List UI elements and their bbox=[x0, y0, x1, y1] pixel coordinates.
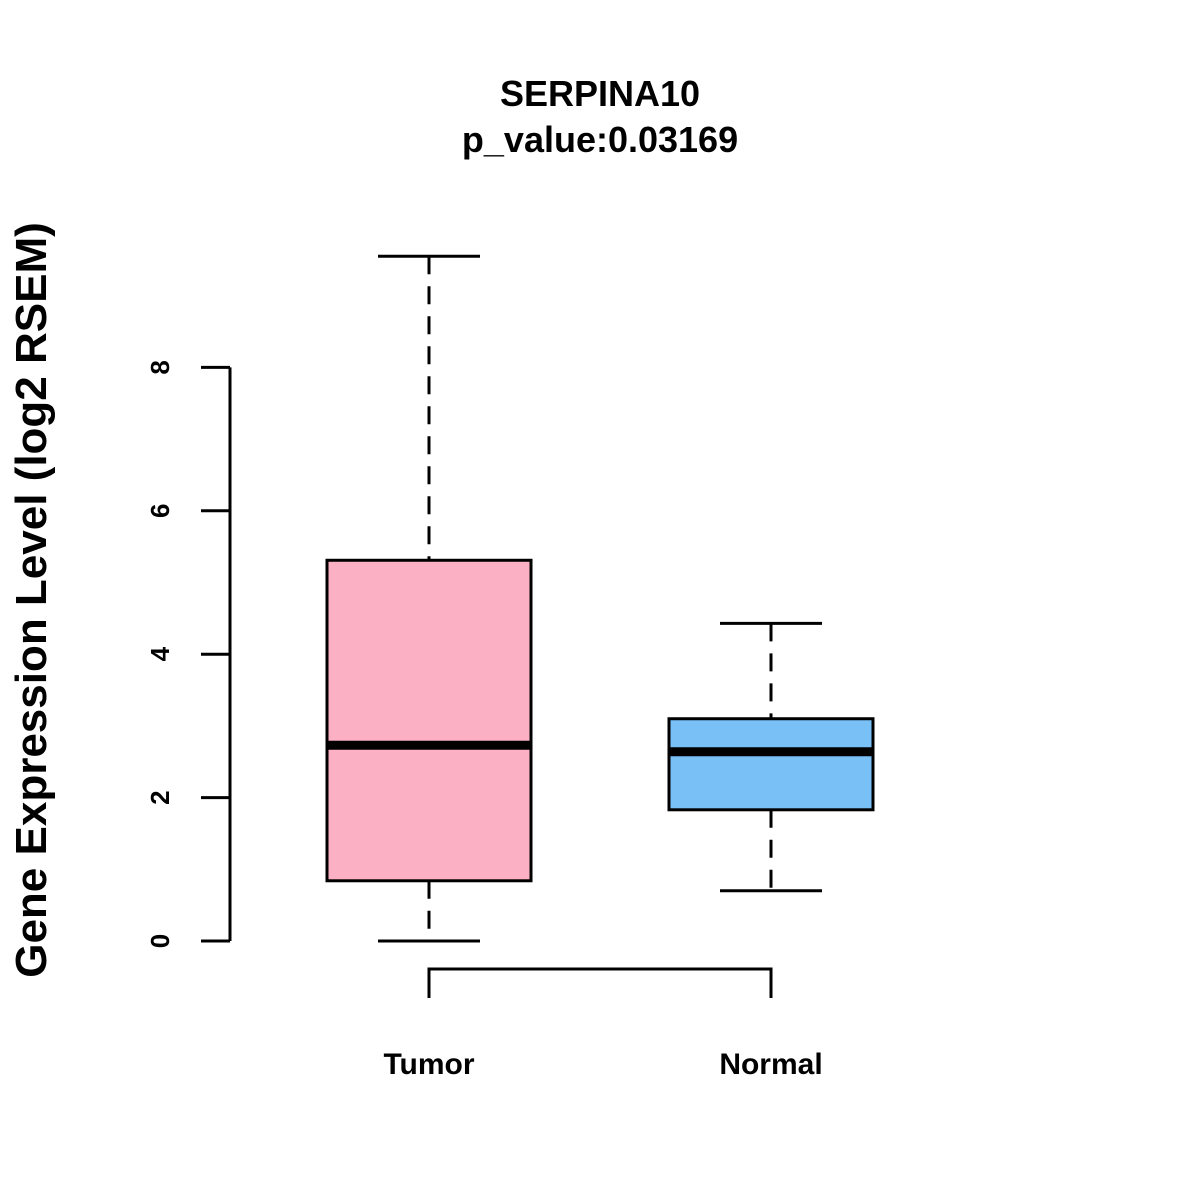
box-normal bbox=[667, 621, 875, 893]
category-label-normal: Normal bbox=[719, 1048, 822, 1081]
y-tick-label: 6 bbox=[145, 504, 175, 518]
iqr-box bbox=[325, 558, 533, 883]
boxes-layer bbox=[325, 254, 875, 943]
y-tick-label: 0 bbox=[145, 934, 175, 948]
box-tumor bbox=[325, 254, 533, 943]
bracket-line bbox=[427, 967, 773, 998]
chart-title: SERPINA10 bbox=[500, 73, 700, 114]
iqr-box bbox=[667, 717, 875, 812]
y-tick-label: 2 bbox=[145, 790, 175, 804]
y-axis: 0 2 4 6 8 bbox=[145, 360, 232, 948]
comparison-bracket bbox=[427, 967, 773, 998]
y-axis-label: Gene Expression Level (log2 RSEM) bbox=[7, 222, 56, 978]
chart-subtitle: p_value:0.03169 bbox=[462, 119, 738, 160]
category-label-tumor: Tumor bbox=[383, 1048, 474, 1081]
y-tick-label: 4 bbox=[145, 646, 175, 661]
y-tick-label: 8 bbox=[145, 360, 175, 374]
category-labels: Tumor Normal bbox=[383, 1048, 822, 1081]
